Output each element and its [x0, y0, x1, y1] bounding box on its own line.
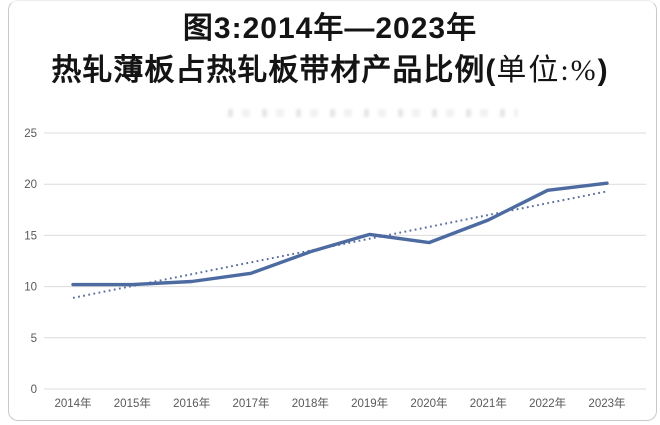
x-tick-label-2015: 2015年 — [114, 396, 151, 410]
y-tick-label-20: 20 — [24, 179, 37, 191]
x-tick-label-2021: 2021年 — [470, 396, 507, 410]
figure-title-line2-close: ) — [597, 54, 609, 87]
x-tick-label-2020: 2020年 — [410, 396, 447, 410]
x-tick-label-2016: 2016年 — [173, 396, 210, 410]
x-tick-label-2017: 2017年 — [232, 396, 269, 410]
x-tick-label-2022: 2022年 — [529, 396, 566, 410]
x-tick-label-2014: 2014年 — [54, 396, 91, 410]
figure-title-unit: 单位:% — [496, 54, 598, 87]
y-tick-label-25: 25 — [24, 128, 37, 140]
y-tick-label-5: 5 — [31, 333, 37, 345]
x-tick-label-2023: 2023年 — [588, 396, 625, 410]
y-tick-label-0: 0 — [31, 384, 37, 396]
x-tick-label-2019: 2019年 — [351, 396, 388, 410]
y-tick-label-15: 15 — [24, 230, 37, 242]
figure-title-line2-main: 热轧薄板占热轧板带材产品比例( — [51, 54, 497, 87]
hot-rolled-thin-plate-share-line — [71, 181, 609, 287]
figure-title-line2: 热轧薄板占热轧板带材产品比例(单位:%) — [0, 50, 660, 92]
y-tick-label-10: 10 — [24, 282, 37, 294]
figure-card — [8, 0, 657, 421]
line-chart: 0 5 10 15 20 25 2014年 2015年 2016年 2017年 2018年 2019年… — [24, 128, 646, 410]
x-tick-label-2018: 2018年 — [292, 396, 329, 410]
figure-title: 图3:2014年—2023年 热轧薄板占热轧板带材产品比例(单位:%) — [0, 8, 660, 92]
faint-ghost-text-artifact — [228, 109, 518, 117]
figure-title-line1: 图3:2014年—2023年 — [182, 12, 478, 45]
linear-trend-line — [72, 190, 608, 299]
